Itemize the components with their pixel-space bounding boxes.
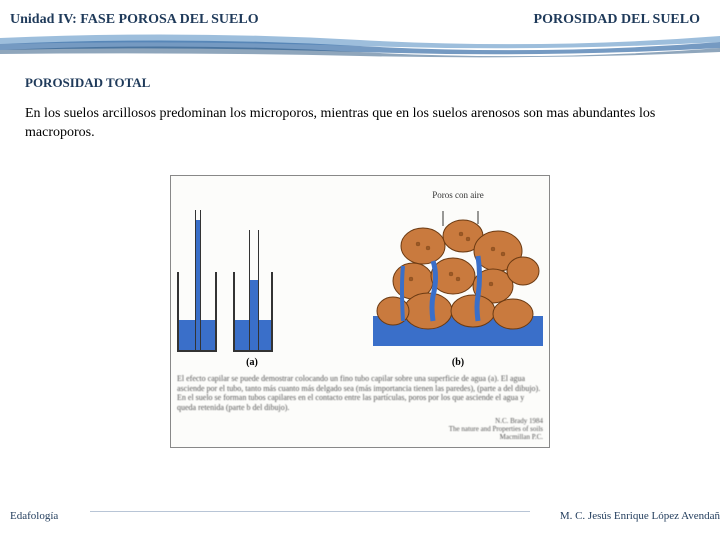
slide-header: Unidad IV: FASE POROSA DEL SUELO POROSID…: [0, 0, 720, 60]
header-left-title: Unidad IV: FASE POROSA DEL SUELO: [10, 12, 259, 28]
capillary-diagram: (a): [177, 192, 327, 352]
slide-footer: Edafología M. C. Jesús Enrique López Ave…: [0, 500, 720, 530]
figure-container: (a) Poros con aire: [170, 175, 550, 448]
figure-label-b: (b): [452, 357, 464, 368]
footer-right-text: M. C. Jesús Enrique López Avendañ: [560, 510, 720, 522]
section-subheader: POROSIDAD TOTAL: [25, 75, 150, 91]
figure-citation: N.C. Brady 1984 The nature and Propertie…: [177, 418, 543, 441]
beaker-2: [233, 242, 273, 352]
footer-divider: [90, 511, 530, 512]
beaker-1: [177, 242, 217, 352]
figure-label-a: (a): [246, 357, 258, 368]
figure-box: (a) Poros con aire: [170, 175, 550, 448]
figure-caption: El efecto capilar se puede demostrar col…: [177, 374, 543, 412]
citation-line: The nature and Properties of soils: [177, 426, 543, 434]
citation-line: Macmillan P.C.: [177, 434, 543, 442]
pore-air-label: Poros con aire: [432, 190, 484, 200]
header-right-title: POROSIDAD DEL SUELO: [534, 12, 700, 28]
soil-diagram: Poros con aire: [373, 192, 543, 352]
soil-aggregate-svg: [373, 206, 543, 346]
footer-left-text: Edafología: [10, 510, 58, 522]
header-swoosh: [0, 30, 720, 60]
body-paragraph: En los suelos arcillosos predominan los …: [25, 105, 695, 143]
diagram-row: (a) Poros con aire: [177, 182, 543, 352]
